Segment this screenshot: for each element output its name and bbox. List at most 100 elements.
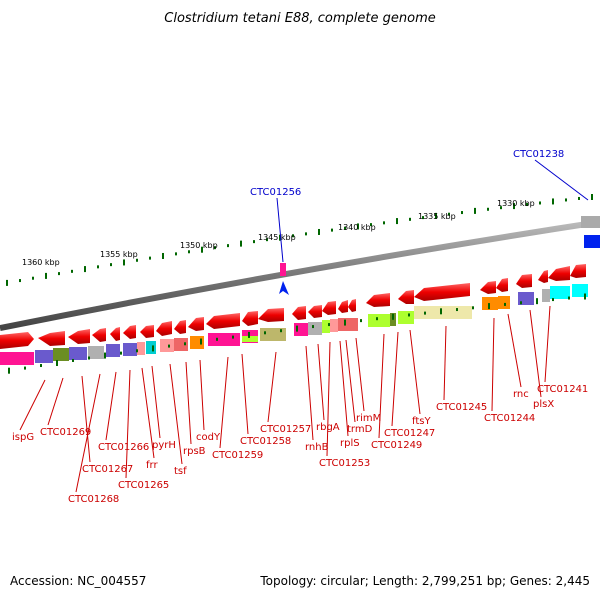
gene-label-ftsY[interactable]: ftsY <box>409 329 431 427</box>
gene-arrow[interactable] <box>322 301 336 315</box>
scale-dot <box>305 232 307 236</box>
gene-arrow[interactable] <box>548 266 570 281</box>
tick-label-1340: 1340 kbp <box>338 223 376 232</box>
gene-label-rnc[interactable]: rnc <box>507 313 529 400</box>
gene-label-CTC01249[interactable]: CTC01249 <box>371 333 422 451</box>
gene-label-text: CTC01249 <box>371 440 422 451</box>
gene-arrow[interactable] <box>366 293 390 307</box>
lower-scale-dot <box>328 323 330 327</box>
lower-scale-dot <box>552 298 554 302</box>
scale-dot <box>552 198 554 205</box>
gene-label-tsf[interactable]: tsf <box>169 363 187 477</box>
gene-label-rnhB[interactable]: rnhB <box>305 345 329 453</box>
lower-scale-dot <box>360 319 362 323</box>
leader-line <box>151 365 161 439</box>
gene-label-rpsB[interactable]: rpsB <box>183 361 206 457</box>
gene-arrow[interactable] <box>496 278 508 292</box>
gene-arrow[interactable] <box>480 281 496 294</box>
scale-dot <box>123 259 125 266</box>
gene-label-CTC01268[interactable]: CTC01268 <box>68 373 119 505</box>
gene-arrow[interactable] <box>570 264 586 278</box>
leader-line <box>378 333 385 439</box>
gene-label-codY[interactable]: codY <box>196 359 221 443</box>
gene-arrow[interactable] <box>292 306 306 320</box>
gene-label-pyrH[interactable]: pyrH <box>151 365 176 451</box>
leader-line <box>81 375 91 463</box>
scale-dot <box>175 252 177 256</box>
cog-box <box>146 341 156 354</box>
callout-CTC01256[interactable]: CTC01256 <box>250 187 301 263</box>
gene-label-plsX[interactable]: plsX <box>529 309 554 410</box>
gene-label-ispG[interactable]: ispG <box>12 379 46 443</box>
gene-label-CTC01259[interactable]: CTC01259 <box>212 356 263 461</box>
cog-box <box>542 289 550 302</box>
gene-arrow[interactable] <box>174 320 186 334</box>
gene-label-rplS[interactable]: rplS <box>339 340 360 449</box>
gene-arrow[interactable] <box>242 311 258 326</box>
gene-label-text: CTC01253 <box>319 458 370 469</box>
gene-arrow[interactable] <box>38 331 65 346</box>
gene-label-trmD[interactable]: trmD <box>345 339 373 435</box>
scale-dot <box>136 258 138 262</box>
lower-scale-dot <box>72 358 74 362</box>
scale-dot <box>526 203 528 207</box>
gene-arrow[interactable] <box>140 325 154 338</box>
leader-line <box>391 331 399 427</box>
leader-line <box>241 353 249 435</box>
gene-arrow[interactable] <box>0 332 34 349</box>
tick-label-1355: 1355 kbp <box>100 250 138 259</box>
leader-line <box>47 377 64 426</box>
gene-label-text: codY <box>196 432 221 443</box>
scale-dot <box>474 207 476 214</box>
gene-label-rimM[interactable]: rimM <box>355 337 381 424</box>
tick-label-1360: 1360 kbp <box>22 258 60 267</box>
gene-arrow[interactable] <box>110 327 120 341</box>
gene-arrow[interactable] <box>206 313 240 329</box>
cog-box <box>88 346 104 359</box>
tick-label-1350: 1350 kbp <box>180 241 218 250</box>
lower-scale-dot <box>536 298 538 305</box>
gene-arrow[interactable] <box>92 328 106 342</box>
gene-label-frr[interactable]: frr <box>141 367 158 471</box>
gene-arrow[interactable] <box>414 283 470 301</box>
scale-dot <box>318 228 320 235</box>
gene-arrow[interactable] <box>538 270 548 283</box>
gene-label-text: CTC01241 <box>537 384 588 395</box>
scale-dot <box>188 250 190 254</box>
gene-label-CTC01245[interactable]: CTC01245 <box>436 325 487 413</box>
scale-dot <box>19 279 21 283</box>
gene-arrow[interactable] <box>258 308 284 322</box>
gene-arrow[interactable] <box>516 274 532 288</box>
lower-scale-dot <box>568 296 570 300</box>
gene-arrow[interactable] <box>156 321 172 336</box>
gene-label-CTC01269[interactable]: CTC01269 <box>40 377 91 438</box>
gene-arrow[interactable] <box>123 325 136 339</box>
scale-dot <box>279 234 281 241</box>
gene-arrow[interactable] <box>68 329 90 344</box>
callout-CTC01238[interactable]: CTC01238 <box>513 149 589 201</box>
gene-label-CTC01266[interactable]: CTC01266 <box>98 371 149 453</box>
gene-label-text: rplS <box>340 438 360 449</box>
leader-line <box>443 325 447 401</box>
gene-label-text: plsX <box>533 399 554 410</box>
lower-scale-dot <box>296 325 298 332</box>
gene-label-CTC01244[interactable]: CTC01244 <box>484 317 535 424</box>
scale-dot <box>383 221 385 225</box>
gene-label-CTC01258[interactable]: CTC01258 <box>240 353 291 447</box>
gene-label-CTC01257[interactable]: CTC01257 <box>260 351 311 435</box>
gene-arrow[interactable] <box>348 299 356 312</box>
tick-label-1330: 1330 kbp <box>497 199 535 208</box>
scale-track <box>6 194 593 286</box>
gene-label-CTC01267[interactable]: CTC01267 <box>81 375 133 475</box>
gene-arrow[interactable] <box>338 300 348 313</box>
gene-label-CTC01265[interactable]: CTC01265 <box>118 369 169 491</box>
gene-label-CTC01241[interactable]: CTC01241 <box>537 305 588 395</box>
gene-label-CTC01253[interactable]: CTC01253 <box>319 341 370 469</box>
scale-dot <box>435 212 437 219</box>
gene-label-CTC01247[interactable]: CTC01247 <box>384 331 435 439</box>
gene-arrow[interactable] <box>308 305 322 318</box>
lower-scale-dot <box>56 359 58 366</box>
gene-arrow[interactable] <box>188 317 204 331</box>
cog-box <box>550 286 570 299</box>
gene-arrow[interactable] <box>398 290 414 304</box>
